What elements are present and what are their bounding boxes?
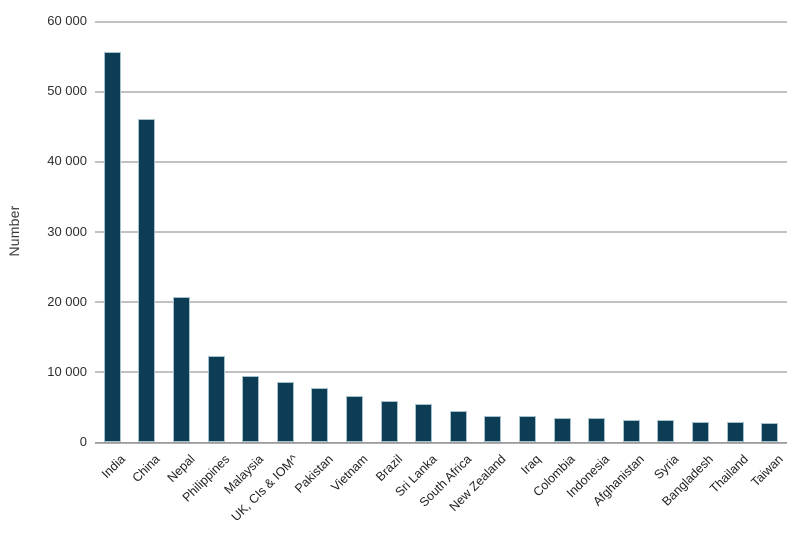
gridline [95,90,787,92]
gridline [95,160,787,162]
bar [311,388,329,442]
y-axis-title: Number [6,205,22,257]
gridline [95,20,787,22]
bar [346,396,363,442]
y-tick-label: 60 000 [47,13,87,28]
x-axis-line [95,441,787,443]
x-category-label: India [99,452,129,482]
x-category-label: Vietnam [328,452,371,495]
bar [692,422,709,442]
bar [138,119,156,442]
gridline [95,371,787,373]
y-tick-label: 0 [79,434,87,449]
x-category-label: Iraq [518,452,544,478]
bar [103,52,121,442]
x-category-label: Taiwan [748,452,786,490]
bar [173,297,190,442]
gridline [95,231,787,232]
x-category-label: China [129,452,163,486]
y-tick-label: 40 000 [47,153,87,169]
bar [588,418,606,442]
bar [276,382,294,442]
bar [484,416,502,442]
bar [519,416,536,442]
bar [761,423,779,442]
bar [415,404,433,442]
y-tick-label: 20 000 [47,293,87,309]
bar [449,411,467,442]
bar [622,420,640,442]
y-tick-label: 10 000 [47,363,87,379]
bar [657,420,675,442]
gridline [95,301,787,303]
y-tick-label: 50 000 [47,83,87,99]
x-category-label: Brazil [373,452,406,485]
bar [242,376,260,442]
bar [726,422,744,442]
y-tick-label: 30 000 [47,223,87,239]
x-category-label: Thailand [707,452,752,496]
bar [207,356,225,442]
bar [553,418,571,442]
bar [380,401,398,442]
x-category-label: Syria [651,452,682,483]
